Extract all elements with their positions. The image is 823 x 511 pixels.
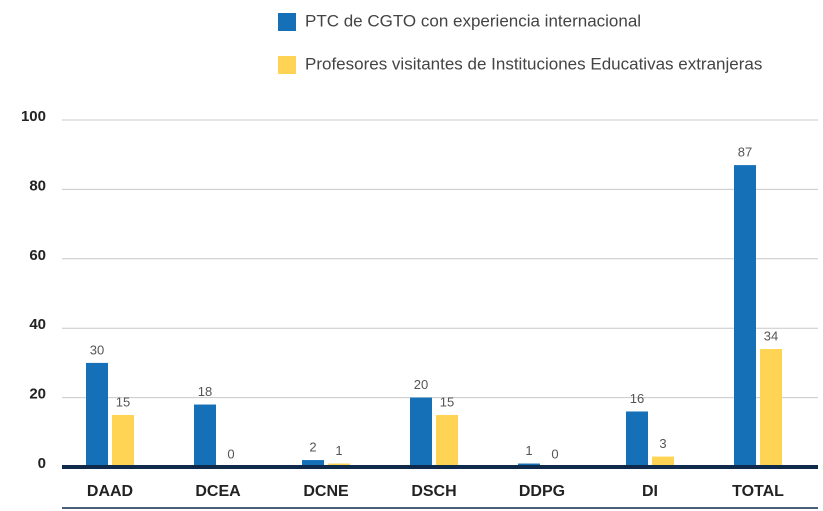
x-tick-label: DAAD [87, 483, 133, 500]
x-tick-label: DCEA [195, 483, 241, 500]
value-label: 1 [525, 443, 532, 458]
bar [410, 397, 432, 467]
x-tick-label: DI [642, 483, 658, 500]
legend-swatch [278, 13, 296, 31]
value-label: 0 [227, 446, 234, 461]
y-tick-label: 0 [38, 455, 46, 472]
value-label: 0 [551, 446, 558, 461]
y-tick-label: 20 [29, 386, 46, 403]
value-label: 15 [116, 394, 130, 409]
x-tick-label: DSCH [411, 483, 456, 500]
bar [734, 165, 756, 468]
bar [760, 349, 782, 467]
value-label: 87 [738, 145, 752, 160]
bar [436, 414, 458, 467]
value-label: 34 [764, 328, 778, 343]
value-label: 2 [309, 439, 316, 454]
bar [302, 460, 324, 467]
x-tick-label: DDPG [519, 483, 565, 500]
y-tick-label: 40 [29, 316, 46, 333]
x-tick-label: TOTAL [732, 483, 784, 500]
bar [112, 414, 134, 467]
y-tick-label: 100 [21, 108, 46, 125]
x-tick-label: DCNE [303, 483, 349, 500]
value-label: 3 [659, 436, 666, 451]
value-label: 18 [198, 384, 212, 399]
y-tick-label: 60 [29, 247, 46, 264]
y-tick-label: 80 [29, 177, 46, 194]
legend-label: PTC de CGTO con experiencia internaciona… [305, 11, 641, 30]
legend-swatch [278, 56, 296, 74]
value-label: 20 [414, 377, 428, 392]
value-label: 16 [630, 391, 644, 406]
bar [86, 362, 108, 467]
value-label: 30 [90, 342, 104, 357]
value-label: 15 [440, 394, 454, 409]
bar [652, 456, 674, 467]
legend-label: Profesores visitantes de Instituciones E… [305, 54, 762, 73]
bar [626, 411, 648, 467]
bar [194, 404, 216, 467]
value-label: 1 [335, 443, 342, 458]
